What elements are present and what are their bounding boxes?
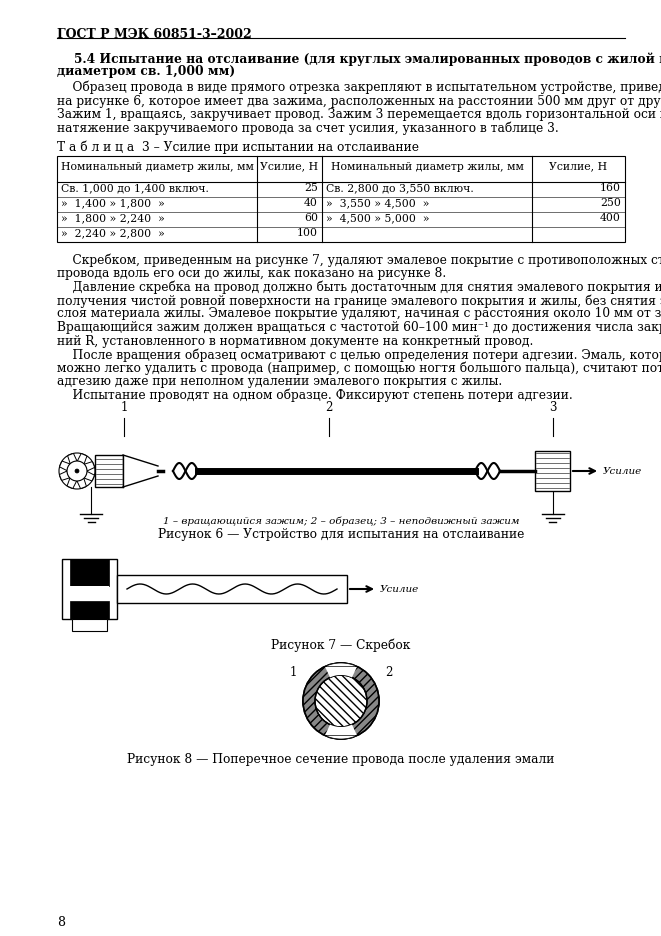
Text: 250: 250 xyxy=(600,198,621,208)
Text: 1: 1 xyxy=(120,401,128,414)
Circle shape xyxy=(303,663,379,739)
Circle shape xyxy=(59,453,95,489)
Text: адгезию даже при неполном удалении эмалевого покрытия с жилы.: адгезию даже при неполном удалении эмале… xyxy=(57,375,502,388)
Text: Вращающийся зажим должен вращаться с частотой 60–100 мин⁻¹ до достижения числа з: Вращающийся зажим должен вращаться с час… xyxy=(57,321,661,334)
Bar xyxy=(70,601,109,619)
Text: 1: 1 xyxy=(290,666,297,680)
Text: Усилие, Н: Усилие, Н xyxy=(549,162,607,171)
Text: Давление скребка на провод должно быть достаточным для снятия эмалевого покрытия: Давление скребка на провод должно быть д… xyxy=(57,281,661,294)
Polygon shape xyxy=(62,559,117,619)
Text: 1 – вращающийся зажим; 2 – образец; 3 – неподвижный зажим: 1 – вращающийся зажим; 2 – образец; 3 – … xyxy=(163,516,520,525)
Text: 2: 2 xyxy=(385,666,393,680)
Text: 25: 25 xyxy=(304,183,318,193)
Text: »  1,400 » 1,800  »: » 1,400 » 1,800 » xyxy=(61,198,165,208)
Text: 160: 160 xyxy=(600,183,621,193)
Text: »  2,240 » 2,800  »: » 2,240 » 2,800 » xyxy=(61,228,165,238)
Text: Т а б л и ц а  3 – Усилие при испытании на отслаивание: Т а б л и ц а 3 – Усилие при испытании н… xyxy=(57,140,419,154)
Text: 8: 8 xyxy=(57,916,65,929)
Bar xyxy=(70,586,109,601)
Text: ний R, установленного в нормативном документе на конкретный провод.: ний R, установленного в нормативном доку… xyxy=(57,334,533,347)
Text: ГОСТ Р МЭК 60851-3–2002: ГОСТ Р МЭК 60851-3–2002 xyxy=(57,28,252,41)
Text: Св. 1,000 до 1,400 включ.: Св. 1,000 до 1,400 включ. xyxy=(61,183,209,193)
Bar xyxy=(70,559,109,586)
Text: 40: 40 xyxy=(304,198,318,208)
Bar xyxy=(57,155,625,241)
Bar xyxy=(95,455,123,487)
Text: »  4,500 » 5,000  »: » 4,500 » 5,000 » xyxy=(326,213,430,223)
Text: 5.4 Испытание на отслаивание (для круглых эмалированных проводов с жилой номинал: 5.4 Испытание на отслаивание (для круглы… xyxy=(57,52,661,66)
Text: на рисунке 6, которое имеет два зажима, расположенных на расстоянии 500 мм друг : на рисунке 6, которое имеет два зажима, … xyxy=(57,95,661,108)
Text: 400: 400 xyxy=(600,213,621,223)
Text: 2: 2 xyxy=(325,401,332,414)
Polygon shape xyxy=(67,453,77,463)
Polygon shape xyxy=(123,455,158,487)
Bar xyxy=(72,619,107,631)
Text: Скребком, приведенным на рисунке 7, удаляют эмалевое покрытие с противоположных : Скребком, приведенным на рисунке 7, удал… xyxy=(57,254,661,267)
Text: Рисунок 7 — Скребок: Рисунок 7 — Скребок xyxy=(271,639,410,652)
Polygon shape xyxy=(77,454,87,464)
Text: Усилие: Усилие xyxy=(603,466,642,475)
Circle shape xyxy=(315,675,367,727)
Text: Усилие, Н: Усилие, Н xyxy=(260,162,319,171)
Polygon shape xyxy=(67,478,77,489)
Polygon shape xyxy=(77,478,87,489)
Bar xyxy=(535,451,570,491)
Polygon shape xyxy=(59,471,69,480)
Text: »  3,550 » 4,500  »: » 3,550 » 4,500 » xyxy=(326,198,430,208)
Polygon shape xyxy=(325,663,357,678)
Text: 3: 3 xyxy=(549,401,557,414)
Text: Номинальный диаметр жилы, мм: Номинальный диаметр жилы, мм xyxy=(61,162,253,171)
Text: диаметром св. 1,000 мм): диаметром св. 1,000 мм) xyxy=(57,66,235,79)
Text: После вращения образец осматривают с целью определения потери адгезии. Эмаль, ко: После вращения образец осматривают с цел… xyxy=(57,348,661,361)
Text: Св. 2,800 до 3,550 включ.: Св. 2,800 до 3,550 включ. xyxy=(326,183,474,193)
Text: Зажим 1, вращаясь, закручивает провод. Зажим 3 перемещается вдоль горизонтальной: Зажим 1, вращаясь, закручивает провод. З… xyxy=(57,108,661,121)
Polygon shape xyxy=(59,461,70,471)
Text: натяжение закручиваемого провода за счет усилия, указанного в таблице 3.: натяжение закручиваемого провода за счет… xyxy=(57,122,559,135)
Circle shape xyxy=(303,663,379,739)
Bar xyxy=(117,575,347,603)
Text: Образец провода в виде прямого отрезка закрепляют в испытательном устройстве, пр: Образец провода в виде прямого отрезка з… xyxy=(57,81,661,95)
Text: слоя материала жилы. Эмалевое покрытие удаляют, начиная с расстояния около 10 мм: слоя материала жилы. Эмалевое покрытие у… xyxy=(57,308,661,320)
Text: можно легко удалить с провода (например, с помощью ногтя большого пальца), счита: можно легко удалить с провода (например,… xyxy=(57,361,661,375)
Circle shape xyxy=(75,469,79,473)
Polygon shape xyxy=(85,461,95,471)
Text: Испытание проводят на одном образце. Фиксируют степень потери адгезии.: Испытание проводят на одном образце. Фик… xyxy=(57,388,572,402)
Text: Номинальный диаметр жилы, мм: Номинальный диаметр жилы, мм xyxy=(330,162,524,171)
Polygon shape xyxy=(325,724,357,739)
Text: провода вдоль его оси до жилы, как показано на рисунке 8.: провода вдоль его оси до жилы, как показ… xyxy=(57,267,446,280)
Text: 100: 100 xyxy=(297,228,318,238)
Text: 60: 60 xyxy=(304,213,318,223)
Text: Рисунок 8 — Поперечное сечение провода после удаления эмали: Рисунок 8 — Поперечное сечение провода п… xyxy=(128,753,555,766)
Text: получения чистой ровной поверхности на границе эмалевого покрытия и жилы, без сн: получения чистой ровной поверхности на г… xyxy=(57,294,661,308)
Text: Усилие: Усилие xyxy=(380,584,419,593)
Polygon shape xyxy=(84,472,95,481)
Text: Рисунок 6 — Устройство для испытания на отслаивание: Рисунок 6 — Устройство для испытания на … xyxy=(158,528,524,541)
Circle shape xyxy=(67,461,87,481)
Text: »  1,800 » 2,240  »: » 1,800 » 2,240 » xyxy=(61,213,165,223)
